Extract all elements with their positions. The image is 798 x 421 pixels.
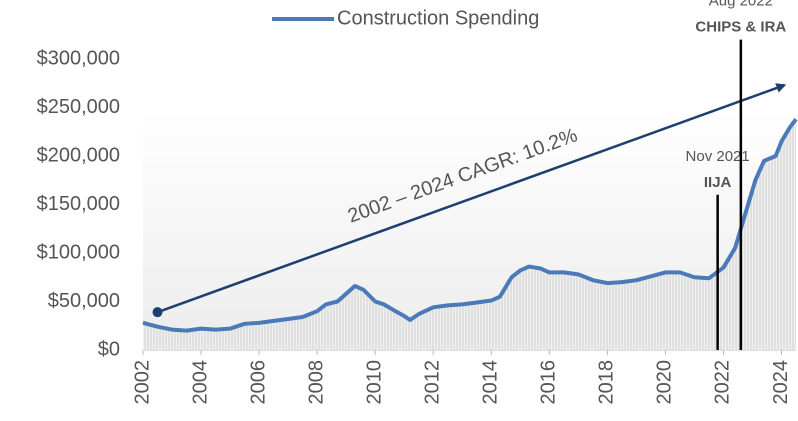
x-tick-label: 2022 xyxy=(712,360,734,405)
y-tick-label: $100,000 xyxy=(37,241,120,263)
event-date: Nov 2021 xyxy=(686,148,750,165)
trend-start xyxy=(152,307,163,318)
event-label: CHIPS & IRA xyxy=(695,19,786,36)
x-tick-label: 2010 xyxy=(363,360,385,405)
area xyxy=(143,119,796,350)
x-tick-label: 2012 xyxy=(422,360,444,405)
y-tick-label: $150,000 xyxy=(37,193,120,215)
series-line xyxy=(142,117,798,333)
x-tick-label: 2002 xyxy=(131,360,153,405)
y-tick-label: $300,000 xyxy=(37,47,120,69)
x-tick-label: 2016 xyxy=(538,360,560,405)
event-label: IIJA xyxy=(704,174,732,191)
y-tick-label: $0 xyxy=(98,338,120,360)
y-tick-label: $250,000 xyxy=(37,96,120,118)
x-tick-label: 2014 xyxy=(480,360,502,405)
x-tick-label: 2006 xyxy=(247,360,269,405)
x-tick-label: 2020 xyxy=(654,360,676,405)
legend-label: Construction Spending xyxy=(337,7,539,29)
trend-arrow xyxy=(157,83,787,314)
x-tick-label: 2004 xyxy=(189,360,211,405)
y-tick-label: $50,000 xyxy=(48,290,120,312)
event-date: Aug 2022 xyxy=(709,0,773,10)
x-tick-label: 2024 xyxy=(770,360,792,405)
x-tick-label: 2008 xyxy=(305,360,327,405)
x-tick-label: 2018 xyxy=(596,360,618,405)
y-tick-label: $200,000 xyxy=(37,144,120,166)
